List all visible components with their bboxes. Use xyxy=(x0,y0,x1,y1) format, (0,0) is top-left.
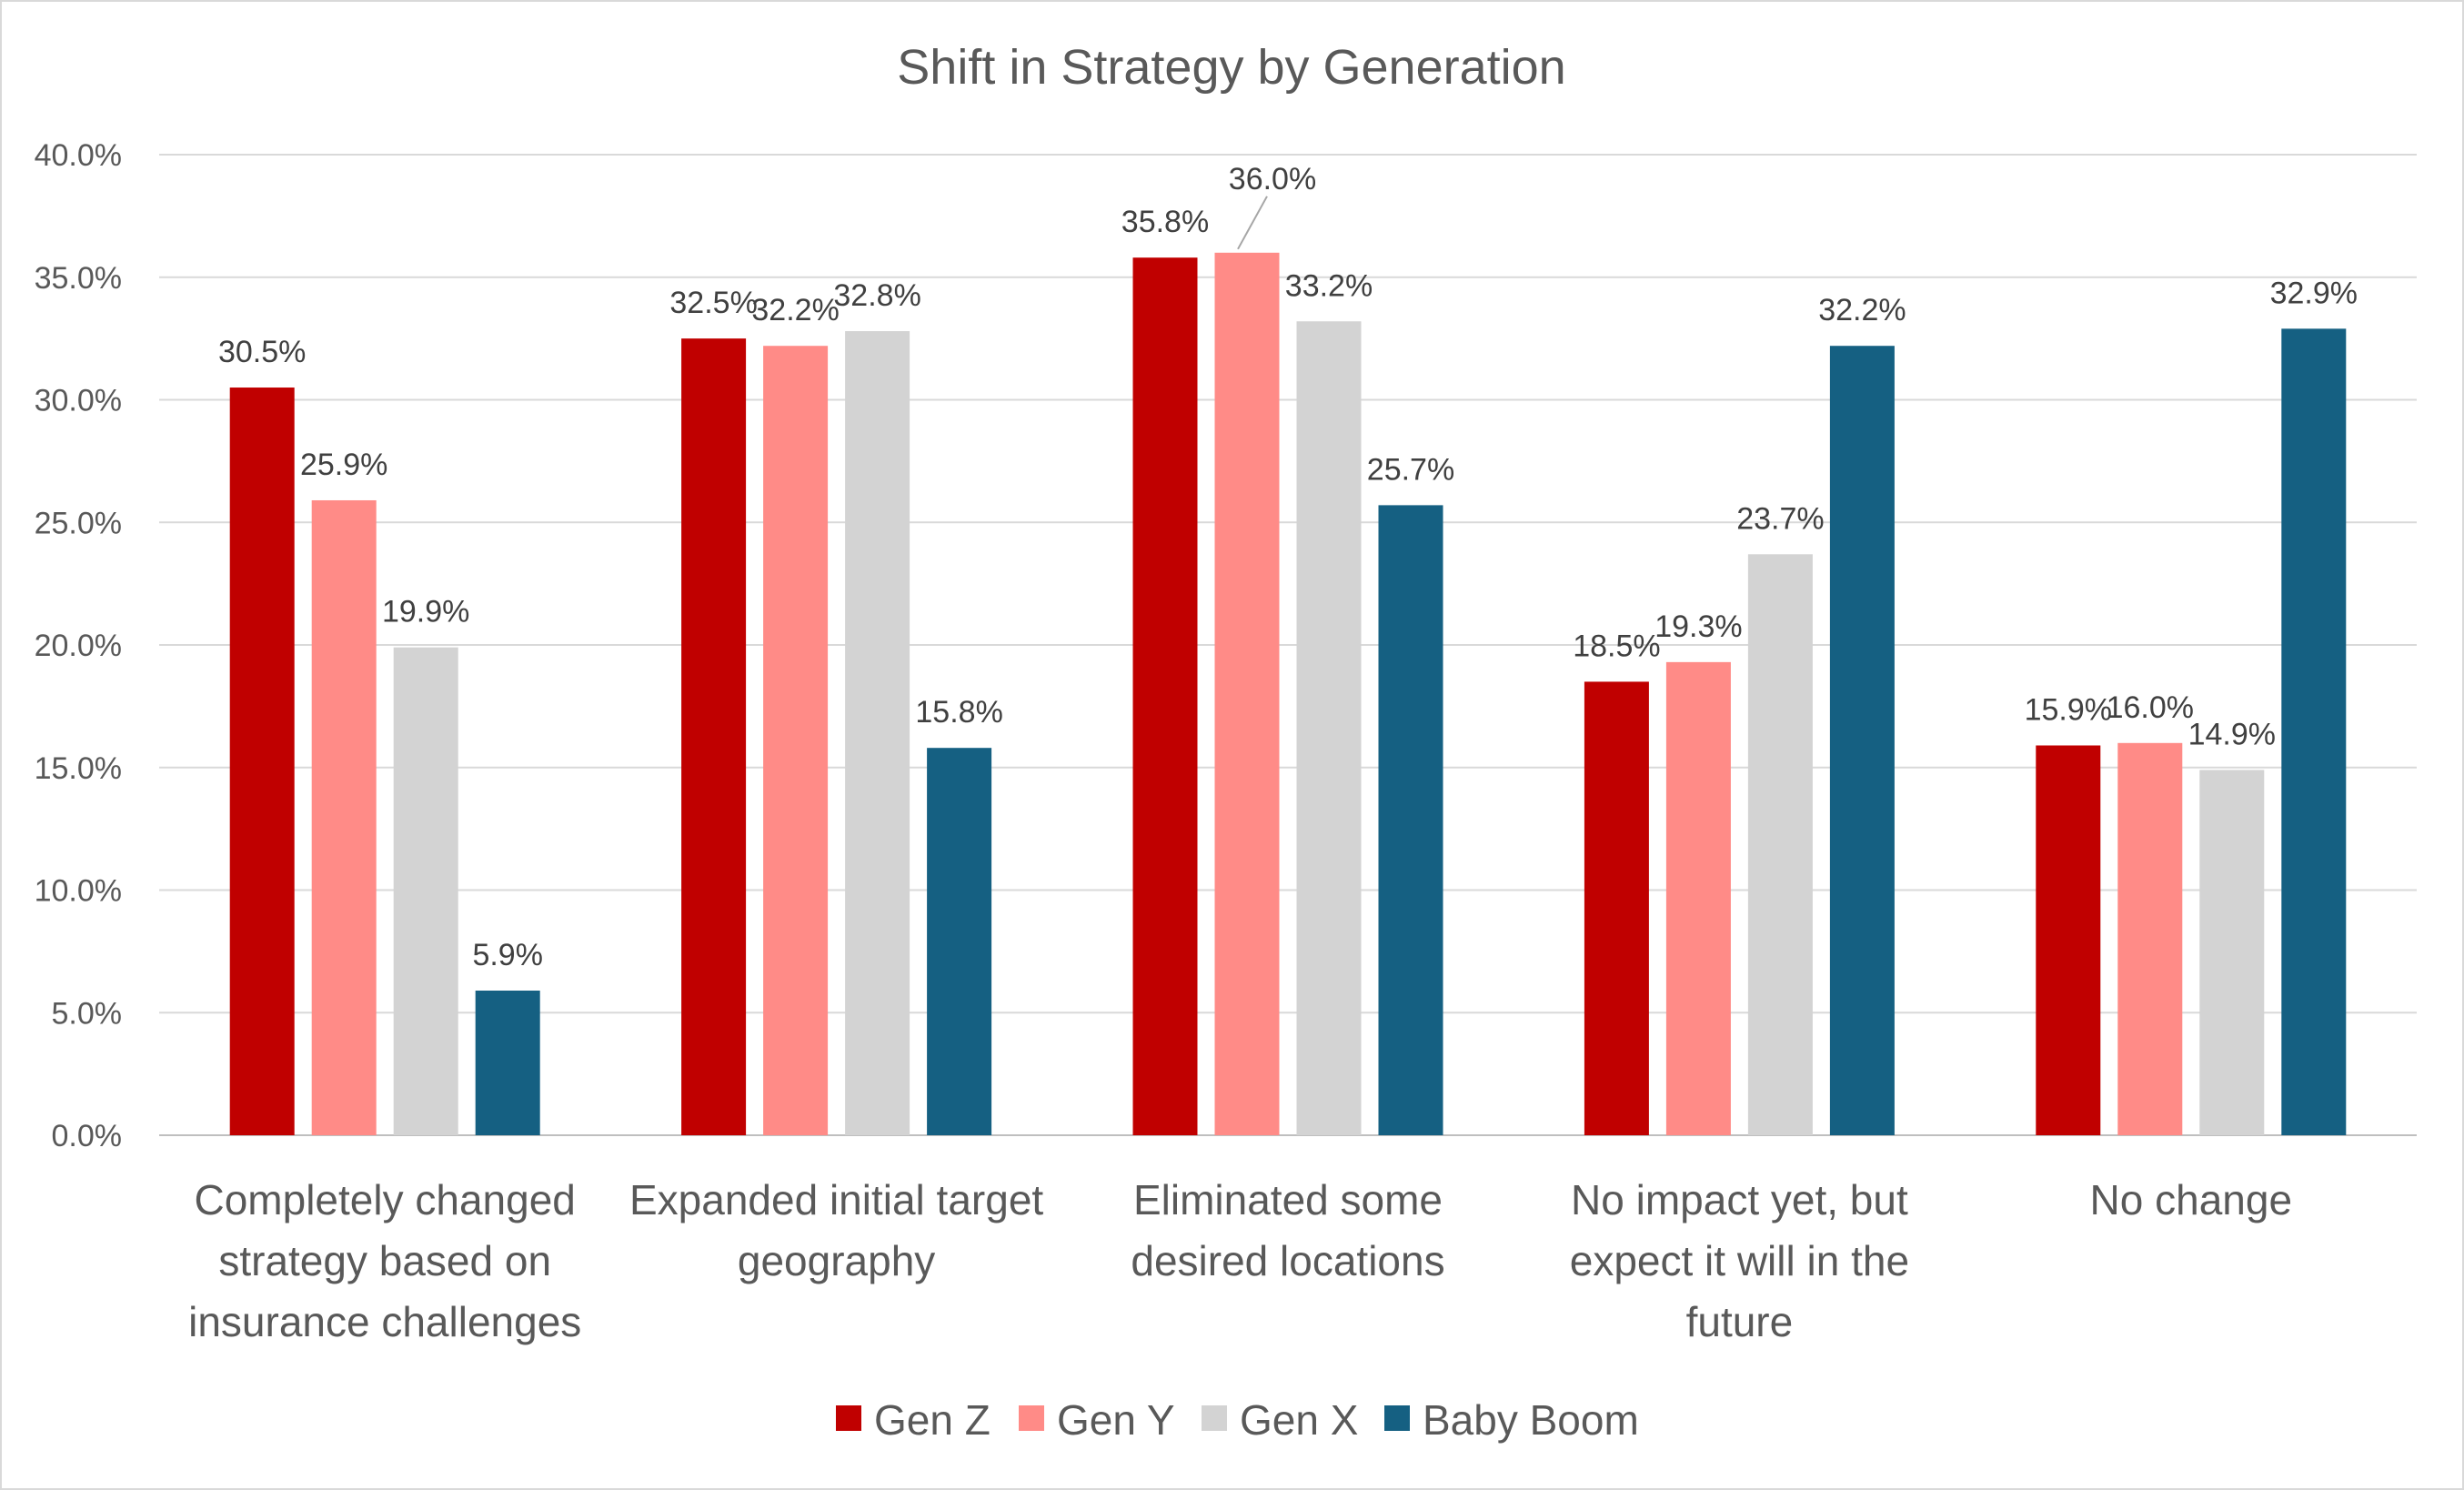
category-label: No impact yet, but xyxy=(1571,1176,1908,1223)
category-label: No change xyxy=(2090,1176,2293,1223)
legend-label: Gen X xyxy=(1240,1396,1358,1444)
category-label: expect it will in the xyxy=(1570,1237,1909,1284)
y-tick-label: 15.0% xyxy=(35,751,122,786)
chart-title: Shift in Strategy by Generation xyxy=(897,40,1565,95)
category-label: Completely changed xyxy=(195,1176,576,1223)
legend-label: Gen Y xyxy=(1057,1396,1175,1444)
data-label: 23.7% xyxy=(1736,501,1824,536)
bar-gen-x xyxy=(845,331,910,1135)
legend-item-gen-z: Gen Z xyxy=(836,1396,991,1444)
bar-gen-x xyxy=(2199,770,2265,1135)
legend-swatch xyxy=(1019,1405,1044,1431)
data-label: 32.2% xyxy=(751,293,839,327)
category-label: future xyxy=(1686,1298,1794,1345)
legend-swatch xyxy=(1384,1405,1410,1431)
bars xyxy=(229,252,2347,1136)
legend-label: Gen Z xyxy=(874,1396,991,1444)
category-label: Expanded initial target xyxy=(629,1176,1043,1223)
bar-gen-x xyxy=(393,647,458,1135)
category-label: desired locations xyxy=(1131,1237,1444,1284)
bar-gen-z xyxy=(681,338,747,1135)
bar-gen-z xyxy=(2036,745,2101,1135)
y-tick-label: 5.0% xyxy=(52,996,123,1031)
data-label: 25.9% xyxy=(300,448,387,482)
category-label: strategy based on xyxy=(218,1237,551,1284)
data-label: 35.8% xyxy=(1121,205,1209,239)
bar-gen-y xyxy=(1214,252,1280,1135)
legend-swatch xyxy=(836,1405,861,1431)
category-label: Eliminated some xyxy=(1133,1176,1443,1223)
data-label: 32.8% xyxy=(833,278,920,313)
legend-swatch xyxy=(1202,1405,1227,1431)
data-label: 15.8% xyxy=(915,695,1002,730)
category-label: insurance challenges xyxy=(188,1298,581,1345)
data-label: 32.2% xyxy=(1818,293,1906,327)
data-label: 15.9% xyxy=(2025,692,2112,727)
bar-gen-y xyxy=(2117,742,2183,1135)
bar-baby-boom xyxy=(1378,505,1443,1135)
bar-gen-z xyxy=(229,388,295,1135)
legend-item-baby-boom: Baby Boom xyxy=(1384,1396,1639,1444)
data-label: 25.7% xyxy=(1367,452,1454,487)
y-tick-label: 30.0% xyxy=(35,384,122,418)
y-tick-label: 10.0% xyxy=(35,874,122,909)
y-tick-label: 35.0% xyxy=(35,261,122,296)
legend-item-gen-y: Gen Y xyxy=(1019,1396,1175,1444)
bar-baby-boom xyxy=(475,990,540,1135)
data-label: 32.5% xyxy=(669,286,757,320)
y-axis-tick-labels: 0.0% 5.0% 10.0% 15.0% 20.0% 25.0% 30.0% 35.0% 40… xyxy=(35,138,122,1153)
bar-gen-x xyxy=(1296,321,1362,1135)
bar-baby-boom xyxy=(2281,328,2347,1136)
legend-item-gen-x: Gen X xyxy=(1202,1396,1358,1444)
data-labels: 30.5%25.9%19.9%5.9%32.5%32.2%32.8%15.8%3… xyxy=(218,162,2358,972)
category-label: geography xyxy=(738,1237,935,1284)
data-label: 36.0% xyxy=(1229,162,1316,196)
data-label: 14.9% xyxy=(2188,717,2276,751)
data-label: 33.2% xyxy=(1285,268,1373,303)
data-label: 5.9% xyxy=(472,938,543,972)
data-label: 18.5% xyxy=(1573,629,1660,663)
bar-baby-boom xyxy=(1829,346,1895,1136)
legend-label: Baby Boom xyxy=(1423,1396,1639,1444)
bar-baby-boom xyxy=(927,748,992,1135)
y-tick-label: 20.0% xyxy=(35,629,122,663)
data-label: 19.9% xyxy=(382,595,469,629)
bar-gen-y xyxy=(311,499,377,1135)
category-labels: Completely changed strategy based on insur… xyxy=(188,1176,2292,1345)
y-tick-label: 25.0% xyxy=(35,506,122,540)
bar-gen-z xyxy=(1584,681,1649,1135)
bar-gen-y xyxy=(763,346,829,1136)
data-label: 19.3% xyxy=(1654,609,1742,644)
legend: Gen Z Gen Y Gen X Baby Boom xyxy=(836,1396,1639,1444)
data-label: 30.5% xyxy=(218,335,306,369)
data-label-leader xyxy=(1237,196,1268,250)
bar-gen-z xyxy=(1132,257,1198,1135)
bar-gen-x xyxy=(1747,554,1813,1135)
y-tick-label: 0.0% xyxy=(52,1119,123,1153)
bar-gen-y xyxy=(1665,661,1731,1135)
y-tick-label: 40.0% xyxy=(35,138,122,173)
data-label: 32.9% xyxy=(2270,276,2358,310)
data-label: 16.0% xyxy=(2107,690,2194,725)
